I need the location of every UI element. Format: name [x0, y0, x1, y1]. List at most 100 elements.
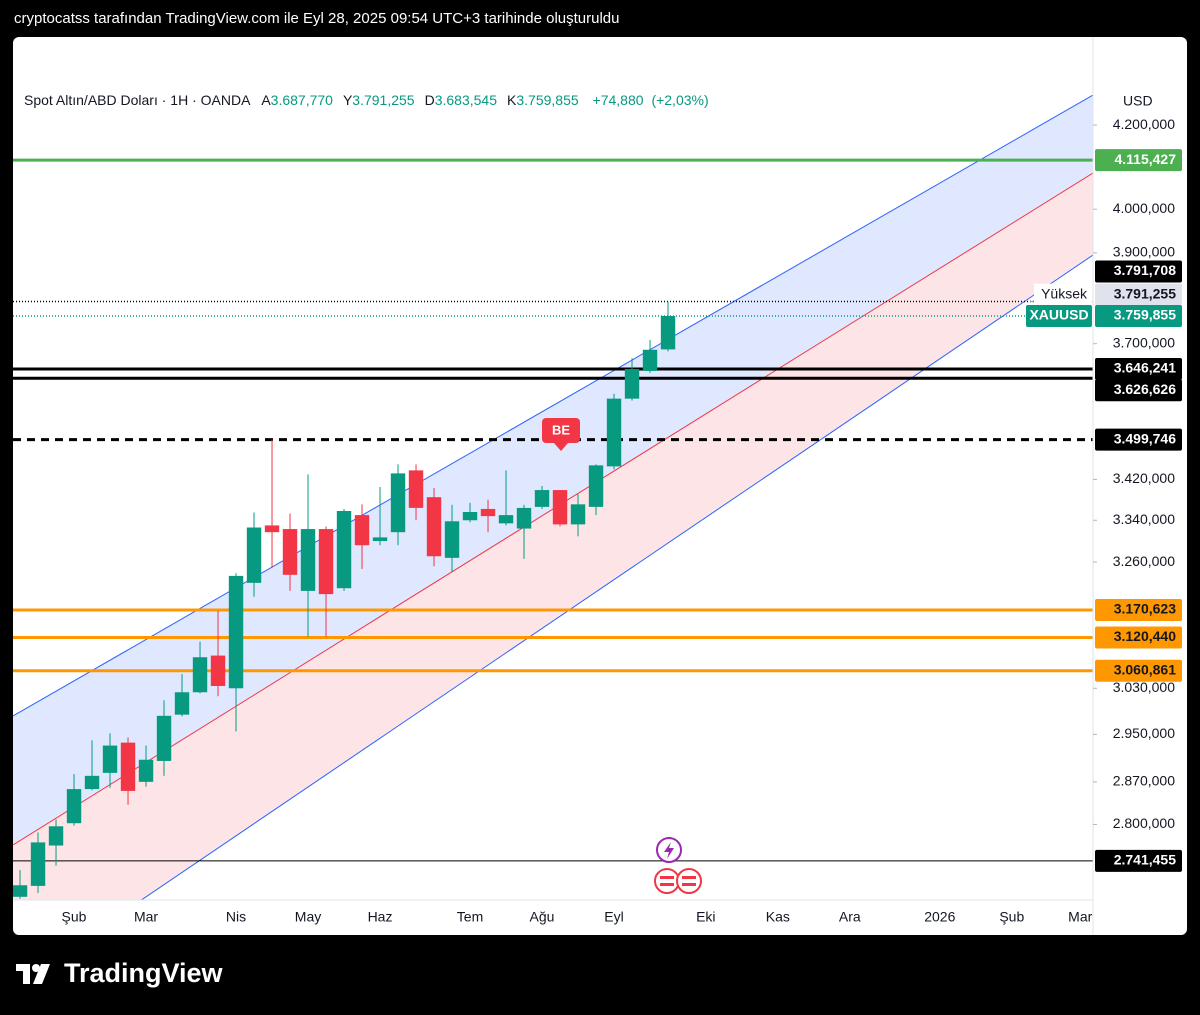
channel	[13, 94, 1093, 900]
candle-body	[552, 490, 568, 525]
brand-logo	[16, 963, 50, 984]
change: +74,880	[592, 92, 644, 108]
flag-stripe	[682, 876, 696, 879]
x-tick-label: Şub	[999, 909, 1024, 925]
ohlc-value: 3.687,770	[270, 92, 333, 108]
candle-body	[102, 745, 118, 773]
price-label: 3.499,746	[1114, 430, 1176, 446]
price-label-box	[1095, 357, 1182, 380]
x-tick-label: Mar	[134, 909, 158, 925]
candle-body	[228, 575, 244, 689]
price-label: 3.791,255	[1114, 285, 1176, 301]
candle-body	[66, 789, 82, 824]
x-tick-label: Haz	[368, 909, 393, 925]
y-tick-label: 3.700,000	[1113, 334, 1175, 350]
candle-body	[48, 826, 64, 846]
price-label-box	[1095, 659, 1182, 682]
price-label: 3.759,855	[1114, 307, 1176, 323]
candle-body	[210, 655, 226, 687]
flag-stripe	[660, 883, 674, 886]
x-tick-label: Ağu	[530, 909, 555, 925]
price-label-box	[1095, 849, 1182, 872]
price-label: 3.170,623	[1114, 601, 1176, 617]
x-tick-label: Kas	[766, 909, 790, 925]
candle-body	[282, 529, 298, 575]
y-tick-label: 3.340,000	[1113, 511, 1175, 527]
price-label-box	[1095, 599, 1182, 622]
candle-body	[13, 885, 28, 897]
candles	[13, 301, 676, 899]
candle-body	[192, 657, 208, 693]
price-label-box	[1095, 428, 1182, 451]
brand: TradingView	[16, 958, 223, 989]
logo-shape	[16, 963, 50, 984]
price-label-box	[1095, 283, 1182, 306]
x-tick-label: May	[295, 909, 321, 925]
x-tick-label: Şub	[62, 909, 87, 925]
y-tick-label: 2.950,000	[1113, 725, 1175, 741]
candle-body	[354, 515, 370, 546]
event-flag	[654, 868, 680, 894]
candle-body	[588, 465, 604, 507]
note: Yüksek	[1041, 285, 1088, 301]
note-box	[1034, 283, 1092, 306]
currency: USD	[1123, 93, 1153, 109]
time-axis: Şub Mar Nis May Haz Tem Ağu Eyl Eki Kas Ara 2026 Şub…	[62, 909, 1093, 925]
channel-upper-line	[13, 94, 1093, 717]
x-tick-label: Eki	[696, 909, 715, 925]
price-label: 4.115,427	[1114, 151, 1176, 167]
event-icons	[654, 837, 702, 894]
candle-body	[642, 349, 658, 371]
price-label: 3.060,861	[1114, 662, 1176, 678]
candle-body	[462, 512, 478, 521]
currency-box	[1095, 86, 1185, 118]
candle-body	[246, 527, 262, 583]
candle-body	[390, 473, 406, 533]
price-axis: 2.800,000 2.870,000 2.950,000 3.030,000 3.26…	[1093, 116, 1175, 831]
caption: cryptocatss tarafından TradingView.com i…	[14, 10, 620, 27]
channel-lower-fill	[13, 173, 1093, 900]
x-tick-label: Eyl	[604, 909, 623, 925]
be-marker: BE	[542, 418, 580, 451]
price-label: 3.791,708	[1114, 262, 1176, 278]
price-labels: 4.115,427 3.791,708 3.791,255 Yüksek 3.759,8…	[1026, 149, 1182, 872]
y-tick-label: 3.900,000	[1113, 244, 1175, 260]
candle-body	[84, 775, 100, 790]
candle-body	[336, 510, 352, 589]
x-tick-label: Nis	[226, 909, 246, 925]
x-tick-label: Tem	[457, 909, 483, 925]
price-label-box	[1095, 260, 1182, 283]
ohlc-name: D	[424, 92, 435, 108]
y-tick-label: 4.000,000	[1113, 200, 1175, 216]
y-tick-label: 3.420,000	[1113, 470, 1175, 486]
change-pct: (+2,03%)	[651, 92, 709, 108]
price-label-box	[1095, 149, 1182, 172]
logo-dot	[32, 963, 40, 972]
ohlc-value: 3.683,545	[434, 92, 498, 108]
legend: Spot Altın/ABD Doları · 1H · OANDA A3.68…	[24, 92, 719, 108]
candle-body	[606, 398, 622, 467]
ohlc-value: 3.759,855	[516, 92, 579, 108]
marker-badge	[542, 418, 580, 443]
ohlc-name: Y	[342, 92, 353, 108]
x-tick-label: Mar	[1068, 909, 1092, 925]
candle-body	[480, 508, 496, 517]
marker-label: BE	[552, 422, 570, 437]
ohlc-value: 3.791,255	[352, 92, 415, 108]
candle-body	[156, 715, 172, 761]
event-flag	[676, 868, 702, 894]
candle-body	[660, 316, 676, 350]
hlines	[13, 158, 1093, 862]
price-label: 3.646,241	[1114, 360, 1176, 376]
channel-lower-line	[140, 254, 1093, 900]
event-bolt	[664, 842, 674, 859]
channel-upper-fill	[13, 95, 1093, 845]
ohlc-name: A	[261, 92, 271, 108]
candle-body	[426, 497, 442, 557]
series-tag: XAUUSD	[1029, 307, 1088, 323]
candle-body	[30, 842, 46, 886]
y-tick-label: 4.200,000	[1113, 116, 1175, 132]
candle-body	[318, 529, 334, 595]
